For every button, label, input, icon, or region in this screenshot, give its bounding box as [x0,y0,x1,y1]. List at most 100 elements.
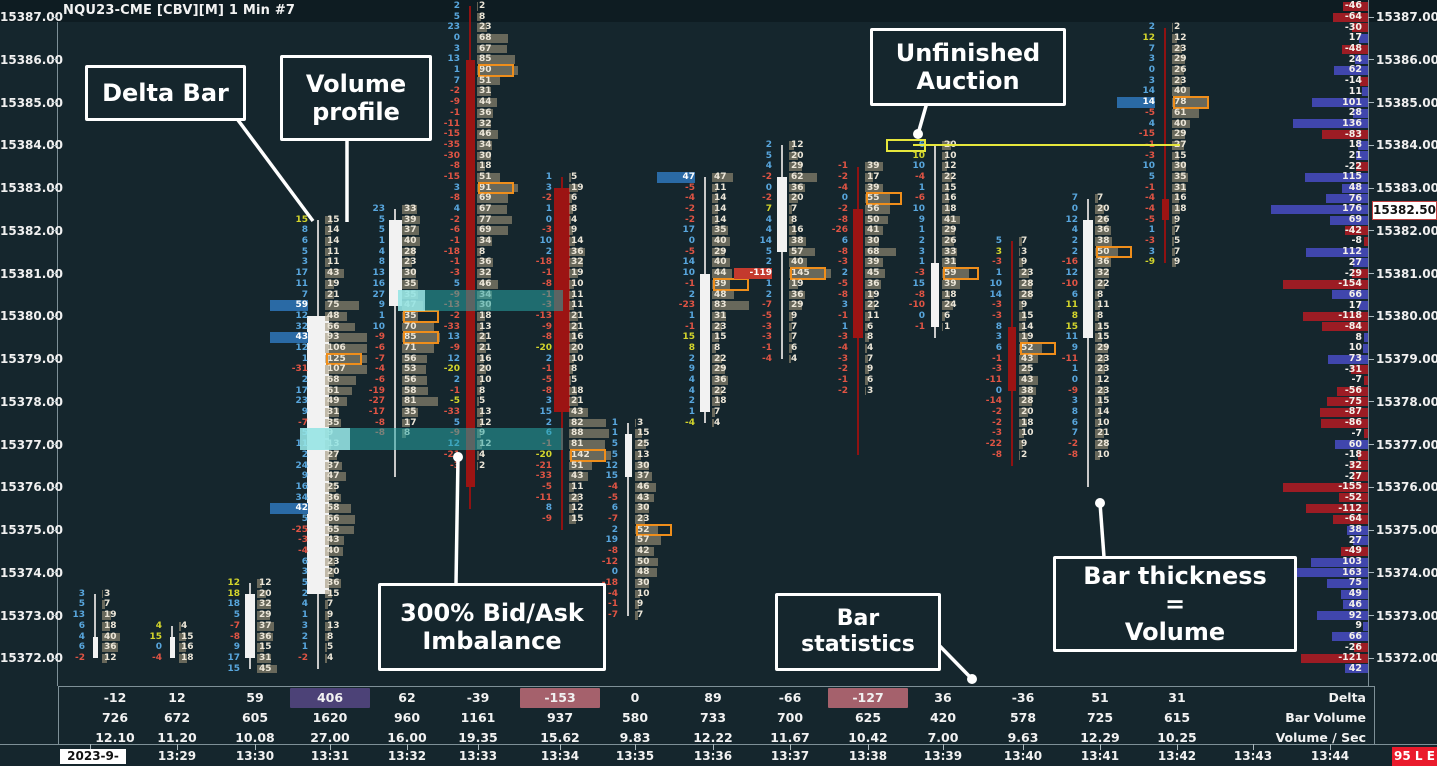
footprint-volume-bar [712,247,726,257]
delta-profile-value: -84 [1344,320,1362,332]
footprint-volume-bar [257,579,263,588]
footprint-delta-cell: 3 [1148,75,1155,86]
footprint-delta-cell: 1 [918,182,925,193]
footprint-delta-cell: 0 [1071,204,1078,215]
footprint-delta-cell: -7 [608,513,618,524]
stat-value: 51 [1091,690,1109,705]
price-tick-right [1368,59,1374,61]
footprint-volume-cell: 43 [571,407,584,418]
candle-body[interactable] [465,59,475,488]
footprint-delta-cell: 1 [995,268,1002,279]
footprint-volume-cell: 18 [944,289,957,300]
candle-body[interactable] [92,636,98,659]
footprint-volume-bar [477,76,500,86]
footprint-volume-bar [942,247,957,257]
candle-body[interactable] [853,209,863,338]
footprint-volume-bar [1019,365,1031,375]
candle-body[interactable] [624,433,632,477]
footprint-volume-bar [942,237,954,246]
stat-value: -39 [466,690,490,705]
candle-body[interactable] [388,220,402,306]
candle-body[interactable] [700,273,710,413]
candle-body[interactable] [245,594,255,659]
annotation-delta-bar[interactable]: Delta Bar [85,65,246,121]
footprint-delta-cell: -3 [992,257,1002,268]
footprint-delta-cell: -2 [450,310,460,321]
annotation-bar-thickness[interactable]: Bar thickness = Volume [1053,556,1297,652]
footprint-volume-cell: 23 [1021,268,1034,279]
footprint-volume-bar [569,376,572,385]
footprint-volume-cell: 14 [327,236,340,247]
footprint-delta-cell: 15 [149,631,162,642]
footprint-volume-bar [477,108,494,118]
delta-profile-value: -49 [1344,545,1362,557]
candle-body[interactable] [1161,198,1169,221]
footprint-delta-cell: -4 [375,364,385,375]
footprint-delta-cell: 7 [1071,193,1078,204]
footprint-volume-bar [569,493,580,503]
annotation-unfinished-auction[interactable]: Unfinished Auction [870,28,1066,106]
delta-profile-value: -32 [1344,459,1362,471]
footprint-volume-cell: 15 [637,428,650,439]
annotation-volume-profile[interactable]: Volume profile [280,55,432,141]
footprint-delta-cell: 4 [688,385,695,396]
footprint-volume-bar [865,365,870,375]
footprint-delta-cell: -3 [992,428,1002,439]
footprint-volume-cell: 20 [791,150,804,161]
footprint-volume-cell: 9 [327,610,334,621]
footprint-delta-cell: -9 [1145,257,1155,268]
footprint-volume-cell: 9 [571,225,578,236]
footprint-delta-cell: -5 [1145,214,1155,225]
footprint-volume-cell: 29 [1174,129,1187,140]
footprint-volume-bar [942,301,953,310]
footprint-volume-bar [102,632,120,642]
footprint-volume-cell: 34 [479,236,492,247]
candle-body[interactable] [169,636,175,659]
footprint-volume-bar [1172,237,1175,246]
footprint-delta-cell: 24 [295,460,308,471]
footprint-delta-cell: 3 [1071,396,1078,407]
footprint-delta-cell: 13 [372,268,385,279]
price-tick-left [52,401,57,403]
stat-value: 19.35 [458,730,498,745]
annotation-imbalance[interactable]: 300% Bid/Ask Imbalance [378,583,606,671]
footprint-delta-cell: 1 [453,65,460,76]
time-label: 13:38 [848,749,888,763]
footprint-volume-cell: 93 [327,332,340,343]
footprint-delta-cell: -8 [838,289,848,300]
stats-row-label: Bar Volume [1285,710,1366,725]
annotation-bar-statistics[interactable]: Bar statistics [775,593,941,671]
delta-profile-bar [1320,407,1368,417]
footprint-volume-bar [712,279,730,289]
footprint-volume-cell: 10 [637,588,650,599]
candle-body[interactable] [777,177,787,253]
footprint-volume-bar [1172,151,1179,161]
footprint-delta-cell: 5 [765,150,772,161]
candle-body[interactable] [1083,220,1093,338]
price-tick-left [52,315,57,317]
time-label: 13:33 [458,749,498,763]
time-tick [634,744,636,750]
price-label-left: 15381.00 [0,266,64,281]
delta-profile-bar [1304,172,1368,182]
footprint-volume-bar [569,461,592,471]
footprint-volume-bar [1172,247,1176,257]
price-label-left: 15384.00 [0,138,64,153]
delta-profile-bar [1344,226,1368,236]
footprint-delta-cell: 0 [765,182,772,193]
price-tick-right [1368,144,1374,146]
candle-body[interactable] [307,316,329,595]
delta-profile-bar [1306,247,1368,257]
footprint-delta-cell: 15 [295,214,308,225]
footprint-volume-bar [712,237,730,246]
candle-body[interactable] [931,262,939,327]
delta-profile-bar [1364,429,1368,439]
footprint-volume-cell: 23 [479,22,492,33]
footprint-volume-bar [1095,376,1101,385]
time-label: 13:41 [1080,749,1120,763]
time-tick [1176,744,1178,750]
footprint-volume-cell: 36 [259,631,272,642]
candle-body[interactable] [1008,326,1016,392]
footprint-volume-bar [1095,365,1106,375]
